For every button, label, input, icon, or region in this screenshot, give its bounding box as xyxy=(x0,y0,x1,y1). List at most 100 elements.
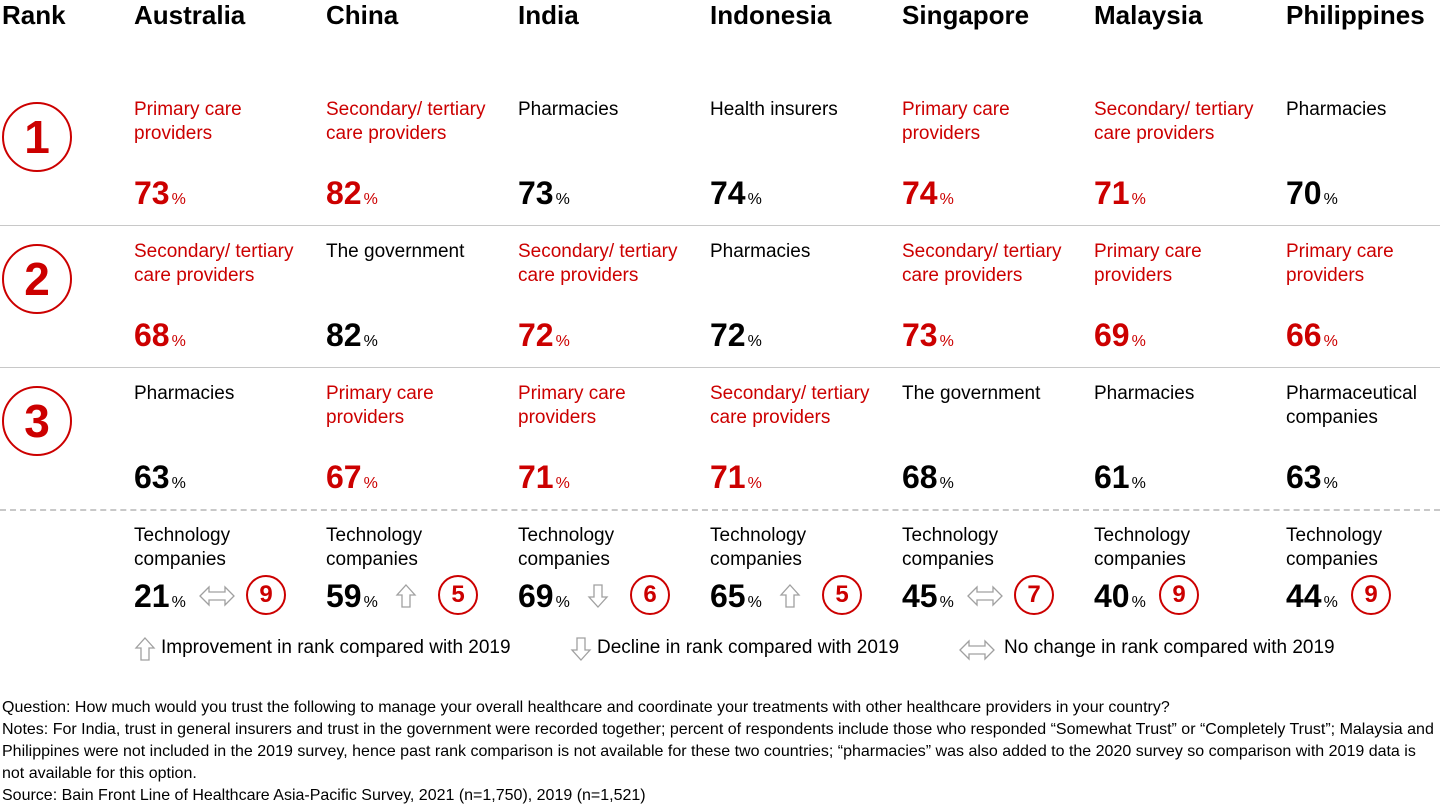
percent-value: 82 xyxy=(326,317,362,353)
country-header: Philippines xyxy=(1286,0,1425,30)
provider-label: Pharmacies xyxy=(1094,383,1195,404)
tech-percent: 44% xyxy=(1286,578,1338,621)
percent-value: 72 xyxy=(710,317,746,353)
trust-percent: 71% xyxy=(1094,175,1146,218)
country-header: Indonesia xyxy=(710,0,832,30)
country-header: Singapore xyxy=(902,0,1030,30)
percent-sign: % xyxy=(1323,594,1338,611)
provider-label: Primary care providers xyxy=(1286,241,1394,286)
provider-label: Primary care providers xyxy=(1094,241,1202,286)
tech-percent: 59% xyxy=(326,578,378,621)
percent-sign: % xyxy=(363,475,378,492)
trust-percent: 82% xyxy=(326,317,378,360)
percent-sign: % xyxy=(939,191,954,208)
percent-sign: % xyxy=(939,594,954,611)
trust-percent: 72% xyxy=(518,317,570,360)
tech-percent: 21% xyxy=(134,578,186,621)
percent-value: 44 xyxy=(1286,578,1322,614)
provider-label: The government xyxy=(902,383,1041,404)
provider-label: Secondary/ tertiary care providers xyxy=(1094,99,1254,144)
tech-label: Technology companies xyxy=(710,525,807,570)
country-header: Australia xyxy=(134,0,246,30)
trust-percent: 82% xyxy=(326,175,378,218)
percent-value: 73 xyxy=(518,175,554,211)
trust-percent: 73% xyxy=(134,175,186,218)
footnotes: Question: How much would you trust the f… xyxy=(2,697,1438,807)
percent-value: 68 xyxy=(902,459,938,495)
percent-value: 40 xyxy=(1094,578,1130,614)
percent-value: 67 xyxy=(326,459,362,495)
percent-sign: % xyxy=(747,475,762,492)
trend-icon-wrap xyxy=(587,583,609,614)
provider-label: Health insurers xyxy=(710,99,838,120)
percent-sign: % xyxy=(555,594,570,611)
provider-label: Pharmacies xyxy=(1286,99,1387,120)
percent-value: 63 xyxy=(134,459,170,495)
tech-rank-circle: 9 xyxy=(1159,575,1199,615)
tech-rank-circle: 9 xyxy=(246,575,286,615)
provider-label: Primary care providers xyxy=(326,383,434,428)
percent-value: 63 xyxy=(1286,459,1322,495)
no-change-arrow-icon xyxy=(967,585,1003,607)
source-note: Source: Bain Front Line of Healthcare As… xyxy=(2,787,646,804)
percent-sign: % xyxy=(939,475,954,492)
tech-percent: 40% xyxy=(1094,578,1146,621)
percent-value: 73 xyxy=(134,175,170,211)
tech-rank-circle: 5 xyxy=(822,575,862,615)
percent-value: 73 xyxy=(902,317,938,353)
trust-percent: 73% xyxy=(518,175,570,218)
percent-value: 66 xyxy=(1286,317,1322,353)
trust-percent: 70% xyxy=(1286,175,1338,218)
percent-value: 72 xyxy=(518,317,554,353)
percent-sign: % xyxy=(555,333,570,350)
provider-label: Pharmacies xyxy=(134,383,235,404)
percent-value: 70 xyxy=(1286,175,1322,211)
provider-label: Primary care providers xyxy=(134,99,242,144)
percent-value: 68 xyxy=(134,317,170,353)
trust-percent: 63% xyxy=(1286,459,1338,502)
percent-value: 65 xyxy=(710,578,746,614)
percent-value: 61 xyxy=(1094,459,1130,495)
rank-circle: 3 xyxy=(2,386,72,456)
percent-value: 74 xyxy=(710,175,746,211)
rank-header: Rank xyxy=(2,0,66,30)
percent-value: 71 xyxy=(518,459,554,495)
no-change-arrow-icon xyxy=(199,585,235,607)
row-separator xyxy=(0,225,1440,226)
provider-label: Pharmacies xyxy=(710,241,811,262)
percent-sign: % xyxy=(1323,475,1338,492)
percent-sign: % xyxy=(363,333,378,350)
percent-sign: % xyxy=(171,333,186,350)
percent-sign: % xyxy=(171,594,186,611)
trust-percent: 61% xyxy=(1094,459,1146,502)
legend-icon-wrap xyxy=(134,636,156,667)
trust-percent: 73% xyxy=(902,317,954,360)
percent-sign: % xyxy=(747,191,762,208)
row-separator xyxy=(0,367,1440,368)
trust-percent: 63% xyxy=(134,459,186,502)
trend-icon-wrap xyxy=(395,583,417,614)
provider-label: Primary care providers xyxy=(518,383,626,428)
percent-sign: % xyxy=(555,475,570,492)
trust-percent: 74% xyxy=(902,175,954,218)
trust-percent: 68% xyxy=(134,317,186,360)
percent-sign: % xyxy=(1131,333,1146,350)
percent-sign: % xyxy=(747,333,762,350)
legend-icon-wrap xyxy=(958,639,996,666)
legend-label: Improvement in rank compared with 2019 xyxy=(161,637,511,658)
percent-sign: % xyxy=(363,594,378,611)
legend-icon-wrap xyxy=(570,636,592,667)
tech-label: Technology companies xyxy=(326,525,423,570)
percent-value: 71 xyxy=(710,459,746,495)
trust-percent: 66% xyxy=(1286,317,1338,360)
percent-value: 74 xyxy=(902,175,938,211)
trust-percent: 69% xyxy=(1094,317,1146,360)
decline-arrow-icon xyxy=(587,584,609,608)
dashed-separator xyxy=(0,509,1440,511)
rank-circle: 1 xyxy=(2,102,72,172)
percent-sign: % xyxy=(939,333,954,350)
percent-value: 59 xyxy=(326,578,362,614)
legend-label: Decline in rank compared with 2019 xyxy=(597,637,900,658)
provider-label: Pharmaceutical companies xyxy=(1286,383,1417,428)
tech-rank-circle: 6 xyxy=(630,575,670,615)
